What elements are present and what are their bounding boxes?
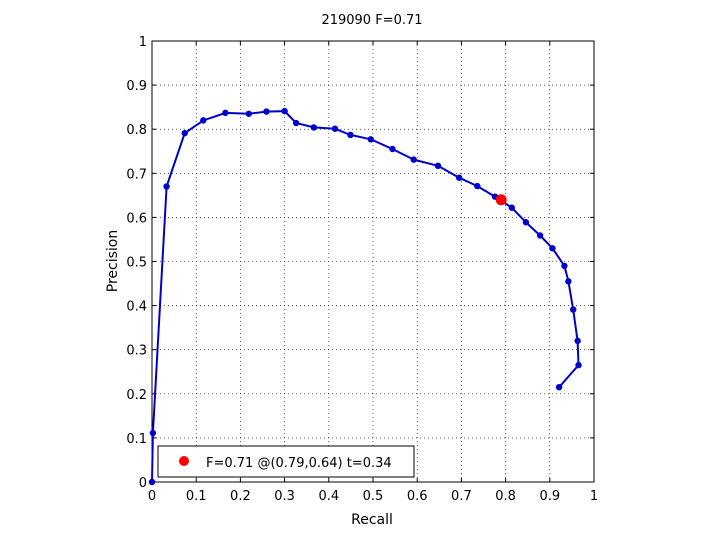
pr-curve-point [148,478,156,486]
x-tick-label: 0.7 [451,489,472,504]
x-tick-label: 0.3 [274,489,295,504]
pr-curve-point [549,245,556,252]
axis-ticks: 0 0.1 0.2 0.3 0.4 0.5 0.6 0.7 0.8 0.9 1 0 0.1 0.2 0.3 0… [126,35,598,504]
pr-curve-point [574,337,581,345]
pr-curve-point [163,183,170,190]
pr-curve-point [522,219,530,226]
y-tick-label: 1 [139,35,147,50]
pr-curve-point [181,129,188,137]
legend-entry: F=0.71 @(0.79,0.64) t=0.34 [206,456,392,471]
x-axis-label: Recall [351,512,393,528]
pr-curve-point [570,306,577,313]
pr-curve-point [434,162,442,170]
y-tick-label: 0.6 [126,211,147,226]
pr-curve-point [389,145,396,153]
y-tick-label: 0.4 [126,300,147,315]
pr-curve-point [281,107,288,115]
x-tick-label: 0.9 [539,489,560,504]
pr-curve-point [410,156,417,163]
y-tick-label: 0.7 [126,167,147,182]
highlight-layer [495,194,507,206]
x-tick-label: 0.2 [230,489,251,504]
x-tick-label: 1 [590,489,598,504]
pr-curve-point [222,109,229,117]
x-tick-label: 0.6 [407,489,428,504]
pr-curve-point [561,262,568,270]
y-tick-label: 0.8 [126,123,147,138]
pr-curve-point [200,117,207,124]
best-f-point [495,194,507,206]
legend-box [157,445,415,478]
legend-marker [179,456,189,466]
pr-curve-point [508,204,515,211]
pr-curve-point [292,119,300,127]
y-tick-label: 0.3 [126,344,147,359]
pr-curve-point [536,232,544,239]
y-tick-label: 0.9 [126,79,147,94]
pr-curve-point [455,174,463,181]
y-tick-label: 0.1 [126,432,147,447]
x-tick-label: 0.4 [318,489,339,504]
series-layer [148,107,582,486]
pr-curve-point [149,429,157,437]
y-axis-label: Precision [105,230,121,292]
x-tick-label: 0.5 [363,489,384,504]
pr-curve-point [555,383,563,391]
pr-curve-point [474,182,481,190]
pr-curve-point [347,131,354,139]
pr-curve-point [245,110,252,117]
y-tick-label: 0 [139,476,147,491]
grid-lines [152,41,594,482]
pr-curve-line [151,110,580,483]
chart-title: 219090 F=0.71 [321,13,422,28]
pr-curve-point [263,108,270,115]
pr-curve-point [565,278,572,285]
pr-curve-point [331,125,339,132]
x-tick-label: 0.8 [495,489,516,504]
pr-curve-point [310,124,317,131]
y-tick-label: 0.2 [126,388,147,403]
x-tick-label: 0.1 [186,489,207,504]
pr-curve-point [367,136,374,143]
pr-curve-point [575,361,582,369]
y-tick-label: 0.5 [126,256,147,271]
legend: F=0.71 @(0.79,0.64) t=0.34 [157,445,415,478]
x-tick-label: 0 [148,489,156,504]
